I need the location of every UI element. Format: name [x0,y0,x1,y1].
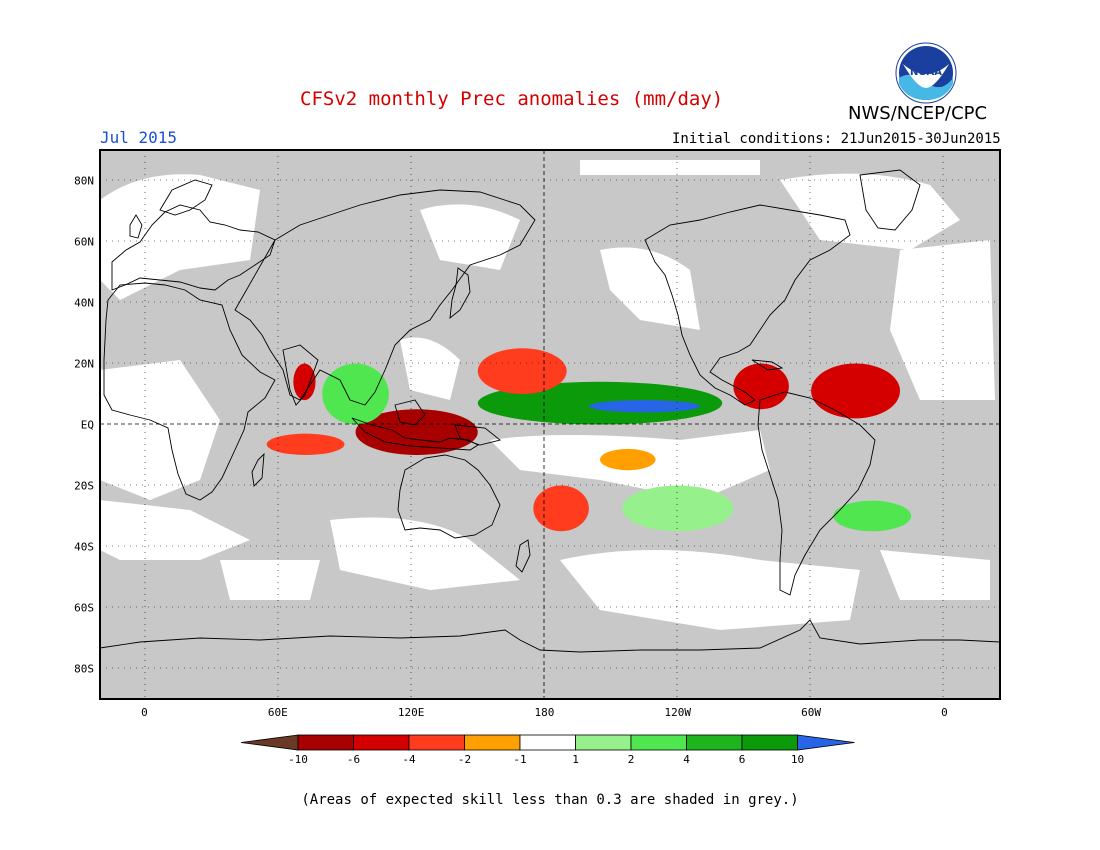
india-coast [282,344,319,406]
anomaly-atlantic-itcz-dry [811,363,900,419]
lon-label: 120E [398,706,425,719]
colorbar-label: -2 [458,753,471,766]
colorbar-label: -4 [402,753,416,766]
indonesia-coast [351,417,479,451]
lon-label: 180 [535,706,555,719]
anomaly-indian-ocean-dry [266,433,345,456]
lat-label: 80S [74,663,94,676]
skill-footnote: (Areas of expected skill less than 0.3 a… [301,792,799,808]
asia-coast [234,189,536,406]
longitude-labels: 0 60E 120E 180 120W 60W 0 [141,706,948,719]
borneo-coast [394,399,426,426]
antarctica-coast [100,619,1000,653]
anomaly-south-pacific-dry [533,485,589,532]
caribbean-coast [751,359,784,371]
new-zealand-coast [515,539,531,573]
colorbar-label: 6 [739,753,746,766]
lon-label: 60W [801,706,821,719]
colorbar-segment [741,734,798,751]
noaa-logo-text: NOAA [910,67,942,78]
colorbar-label: 4 [683,753,690,766]
colorbar-label: 10 [791,753,804,766]
anomaly-central-america-dry [733,363,789,410]
equator-and-dateline [100,150,1000,699]
colorbar-label: 2 [628,753,635,766]
anomaly-south-pacific-convergence-wet [622,485,734,532]
map-grid [100,150,1000,699]
anomaly-southern-brazil-wet [833,500,912,532]
uk-coast [129,214,143,239]
anomaly-nw-pacific-dry [477,348,567,394]
anomaly-shading [266,348,912,532]
colorbar-arrow-max [797,734,855,751]
low-anomaly-white-areas [100,160,995,630]
colorbar-segment [519,734,576,751]
chart-title: CFSv2 monthly Prec anomalies (mm/day) [300,88,724,110]
colorbar-segment [353,734,410,751]
anomaly-arabian-sea-dry [293,363,316,401]
south-america-coast [757,391,876,596]
new-guinea-coast [454,424,501,446]
anomaly-maritime-continent-dry [355,409,478,455]
lat-label: 20N [74,358,94,371]
lat-label: 80N [74,175,94,188]
europe-coast [111,204,276,291]
madagascar-coast [251,452,265,487]
anomaly-central-pacific-wet-core [588,400,700,413]
lat-label: 60N [74,236,94,249]
agency-label: NWS/NCEP/CPC [848,103,988,124]
lon-label: 60E [268,706,288,719]
colorbar-segment [686,734,743,751]
colorbar-segment [408,734,465,751]
lon-label: 0 [941,706,948,719]
scandinavia-coast [159,179,213,216]
colorbar: -10 -6 -4 -2 -1 1 2 4 6 10 [240,734,855,766]
colorbar-segment [575,734,632,751]
map-frame [99,149,1001,700]
lon-label: 0 [141,706,148,719]
australia-coast [397,454,501,539]
colorbar-segment [297,734,354,751]
colorbar-segment [630,734,687,751]
lat-label: 40S [74,541,94,554]
coastlines [100,169,1000,653]
noaa-logo: NOAA [895,42,957,104]
colorbar-segment [464,734,521,751]
latitude-labels: 80N 60N 40N 20N EQ 20S 40S 60S 80S [74,175,94,676]
greenland-coast [859,169,921,231]
lat-label: 20S [74,480,94,493]
anomaly-east-pacific-dry [600,448,656,471]
initial-conditions: Initial conditions: 21Jun2015-30Jun2015 [672,131,1001,147]
africa-coast [103,282,276,501]
lat-label: EQ [81,419,94,432]
anomaly-bay-of-bengal-wet [322,363,389,425]
japan-coast [449,267,471,320]
colorbar-label: -6 [347,753,360,766]
colorbar-label: -10 [288,753,308,766]
colorbar-label: -1 [513,753,526,766]
north-america-coast [644,204,851,406]
lat-label: 40N [74,297,94,310]
lat-label: 60S [74,602,94,615]
forecast-month: Jul 2015 [100,128,178,147]
lon-label: 120W [665,706,692,719]
colorbar-arrow-min [240,734,299,751]
colorbar-label: 1 [572,753,579,766]
